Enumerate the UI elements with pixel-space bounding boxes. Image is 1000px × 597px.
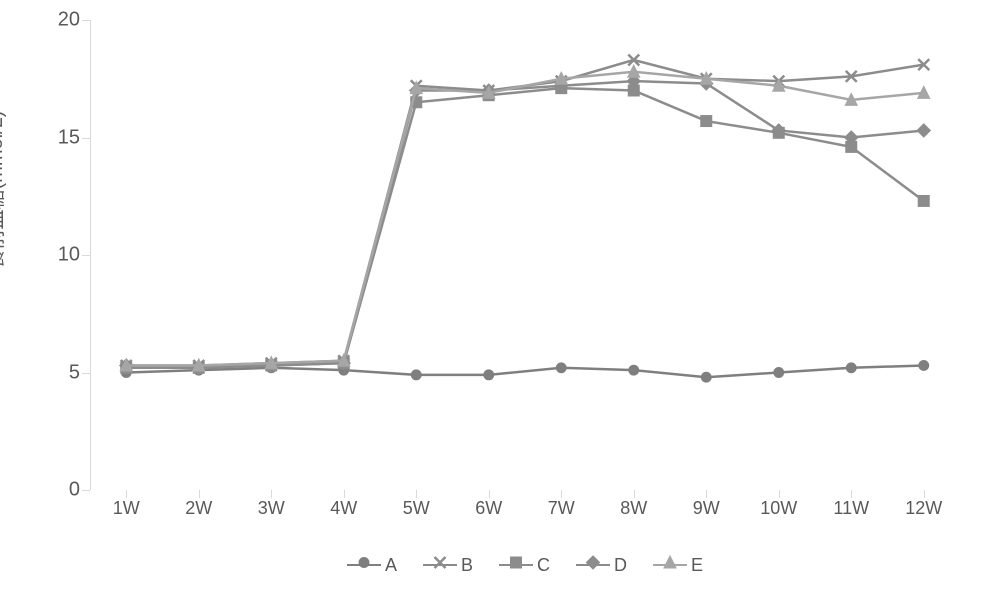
x-tick [561, 490, 562, 498]
legend-item-C: C [499, 555, 550, 576]
x-tick-label: 9W [676, 498, 736, 519]
legend-label: E [691, 555, 703, 576]
x-tick [126, 490, 127, 498]
x-tick-label: 6W [459, 498, 519, 519]
x-tick [634, 490, 635, 498]
legend-line-icon [653, 564, 687, 566]
legend-marker-icon [662, 555, 678, 576]
legend: A B C D E [90, 545, 960, 585]
x-tick [779, 490, 780, 498]
legend-marker-icon [508, 555, 524, 576]
x-tick-label: 2W [169, 498, 229, 519]
y-axis-title: 餐前血糖(mmol/L) [0, 111, 8, 270]
x-tick-label: 4W [314, 498, 374, 519]
y-tick-label: 20 [40, 9, 80, 32]
x-tick-label: 10W [749, 498, 809, 519]
x-tick [199, 490, 200, 498]
legend-item-A: A [347, 555, 397, 576]
legend-label: C [537, 555, 550, 576]
legend-label: A [385, 555, 397, 576]
y-tick [82, 255, 90, 256]
x-tick-label: 12W [894, 498, 954, 519]
x-tick [706, 490, 707, 498]
y-tick-label: 0 [40, 479, 80, 502]
x-tick-label: 3W [241, 498, 301, 519]
x-tick [416, 490, 417, 498]
y-tick-label: 5 [40, 361, 80, 384]
x-tick [851, 490, 852, 498]
legend-marker-icon [585, 555, 601, 576]
legend-marker-icon [356, 555, 372, 576]
x-tick [489, 490, 490, 498]
x-tick [344, 490, 345, 498]
x-tick-label: 11W [821, 498, 881, 519]
x-tick-label: 7W [531, 498, 591, 519]
x-tick-label: 8W [604, 498, 664, 519]
legend-item-D: D [576, 555, 627, 576]
x-tick [924, 490, 925, 498]
legend-item-E: E [653, 555, 703, 576]
legend-line-icon [423, 564, 457, 566]
legend-label: D [614, 555, 627, 576]
legend-line-icon [499, 564, 533, 566]
series-line-C [126, 88, 924, 368]
plot-svg [90, 20, 960, 490]
y-tick [82, 373, 90, 374]
y-tick [82, 138, 90, 139]
legend-label: B [461, 555, 473, 576]
series-line-E [126, 72, 924, 366]
y-tick [82, 20, 90, 21]
y-tick-label: 15 [40, 126, 80, 149]
series-line-B [126, 60, 924, 366]
x-tick [271, 490, 272, 498]
x-tick-label: 5W [386, 498, 446, 519]
legend-marker-icon [432, 555, 448, 576]
legend-line-icon [576, 564, 610, 566]
y-tick-label: 10 [40, 244, 80, 267]
legend-item-B: B [423, 555, 473, 576]
y-tick [82, 490, 90, 491]
x-tick-label: 1W [96, 498, 156, 519]
legend-line-icon [347, 564, 381, 566]
series-line-D [126, 81, 924, 368]
chart-container: 餐前血糖(mmol/L) 0 5 10 15 20 1W 2W 3W 4W 5W 6W 7W 8W 9W… [0, 0, 1000, 597]
